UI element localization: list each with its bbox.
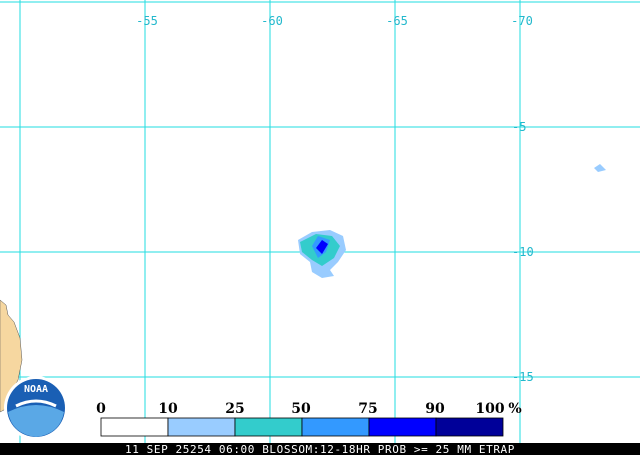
legend-label: 0 — [96, 401, 106, 417]
noaa-logo: NOAA — [4, 376, 68, 440]
longitude-label: -55 — [136, 14, 158, 28]
longitude-label: -65 — [386, 14, 408, 28]
land — [0, 299, 23, 413]
legend-label: 90 — [425, 401, 445, 417]
legend-swatch — [435, 417, 504, 437]
legend: 0 10 25 50 75 90 100% — [96, 401, 522, 437]
legend-label: 50 — [291, 401, 311, 417]
longitude-label: -70 — [511, 14, 533, 28]
longitude-label: -60 — [261, 14, 283, 28]
legend-swatch — [100, 417, 169, 437]
legend-label: 100 — [475, 401, 504, 417]
legend-unit: % — [508, 401, 521, 417]
legend-swatch — [167, 417, 236, 437]
logo-text: NOAA — [24, 384, 48, 395]
caption-bar — [0, 443, 640, 455]
legend-label: 25 — [225, 401, 244, 417]
legend-swatch — [368, 417, 437, 437]
latitude-label: -10 — [512, 245, 534, 259]
legend-label: 75 — [358, 401, 377, 417]
legend-swatch — [301, 417, 370, 437]
legend-swatch — [234, 417, 303, 437]
latitude-label: -5 — [512, 120, 526, 134]
forecast-area — [298, 164, 606, 278]
graticule: -55 -60 -65 -70 -5 -10 -15 — [0, 0, 640, 443]
caption: 11 SEP 25254 06:00 BLOSSOM:12-18HR PROB … — [125, 443, 515, 455]
legend-label: 10 — [158, 401, 178, 417]
latitude-label: -15 — [512, 370, 534, 384]
